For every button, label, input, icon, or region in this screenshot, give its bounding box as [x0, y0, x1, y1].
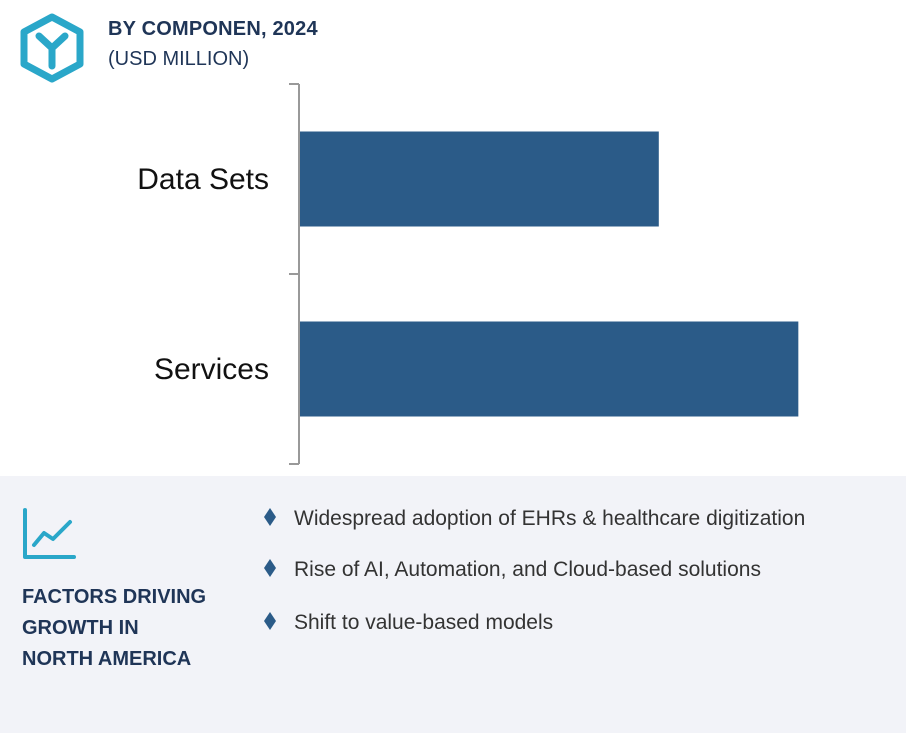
factor-text: Shift to value-based models — [294, 611, 554, 634]
diamond-bullet-icon — [264, 559, 276, 577]
factor-item: Widespread adoption of EHRs & healthcare… — [264, 502, 894, 535]
factors-title: FACTORS DRIVING GROWTH IN NORTH AMERICA — [22, 582, 242, 675]
factors-panel: FACTORS DRIVING GROWTH IN NORTH AMERICA … — [0, 476, 906, 733]
category-label: Data Sets — [137, 163, 269, 196]
factors-title-line: GROWTH IN — [22, 617, 139, 639]
factor-text: Rise of AI, Automation, and Cloud-based … — [294, 558, 761, 581]
chart-title: BY COMPONEN, 2024 — [108, 18, 318, 40]
factor-list: Widespread adoption of EHRs & healthcare… — [264, 502, 894, 657]
chart-subtitle: (USD MILLION) — [108, 48, 250, 70]
diamond-bullet-icon — [264, 612, 276, 630]
factor-item: Rise of AI, Automation, and Cloud-based … — [264, 553, 894, 586]
factor-item: Shift to value-based models — [264, 606, 894, 639]
chart-header: BY COMPONEN, 2024 (USD MILLION) — [0, 0, 906, 83]
category-label: Services — [154, 353, 269, 386]
factor-text: Widespread adoption of EHRs & healthcare… — [294, 507, 806, 530]
line-chart-icon — [23, 508, 76, 559]
bar-chart: Data Sets Services — [0, 80, 906, 476]
bar-data-sets — [300, 131, 659, 227]
factors-title-line: FACTORS DRIVING — [22, 586, 207, 608]
bar-chart-svg: Data Sets Services — [137, 83, 799, 465]
hexagon-y-logo-icon — [20, 13, 84, 83]
diamond-bullet-icon — [264, 508, 276, 526]
factors-title-line: NORTH AMERICA — [22, 648, 192, 670]
bar-services — [300, 321, 799, 417]
